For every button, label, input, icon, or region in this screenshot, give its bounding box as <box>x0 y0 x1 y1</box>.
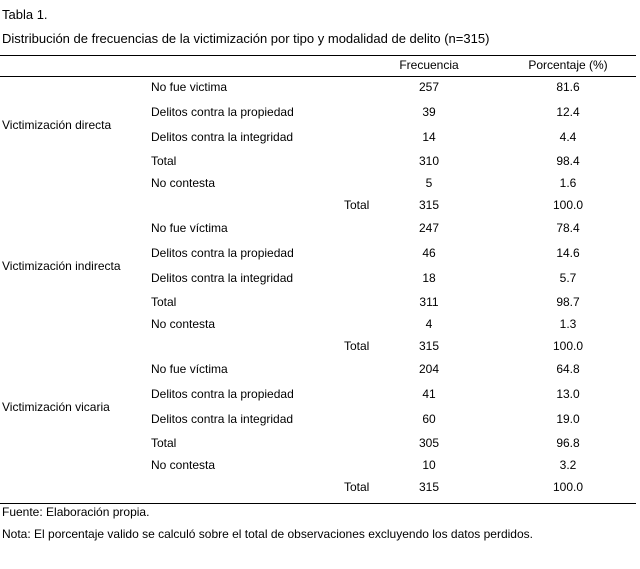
group-total-frecuencia: 315 <box>418 198 440 212</box>
row-porcentaje: 81.6 <box>556 80 580 94</box>
row-porcentaje: 64.8 <box>556 362 580 376</box>
row-frecuencia: 311 <box>419 295 439 309</box>
row-porcentaje: 14.6 <box>556 246 580 260</box>
row-label: Delitos contra la propiedad <box>151 387 294 401</box>
group-total-label: Total <box>344 198 370 212</box>
row-frecuencia: 39 <box>422 105 436 119</box>
row-porcentaje: 78.4 <box>556 221 580 235</box>
row-frecuencia: 60 <box>422 412 436 426</box>
group-total-porcentaje: 100.0 <box>552 339 584 353</box>
row-porcentaje: 4.4 <box>559 130 577 144</box>
table-label: Tabla 1. <box>2 7 48 22</box>
row-label: No contesta <box>151 176 216 190</box>
row-label: No contesta <box>151 458 216 472</box>
group-label: Victimización indirecta <box>2 259 121 273</box>
group-total-frecuencia: 315 <box>418 339 440 353</box>
group-total-label: Total <box>344 339 370 353</box>
row-frecuencia: 10 <box>422 458 436 472</box>
row-frecuencia: 14 <box>422 130 436 144</box>
row-frecuencia: 18 <box>422 271 436 285</box>
row-label: Delitos contra la propiedad <box>151 105 294 119</box>
row-frecuencia: 310 <box>418 154 440 168</box>
source-note: Fuente: Elaboración propia. <box>2 505 150 519</box>
row-porcentaje: 13.0 <box>556 387 580 401</box>
row-porcentaje: 19.0 <box>556 412 580 426</box>
row-label: Delitos contra la integridad <box>151 130 294 144</box>
group-label: Victimización vicaria <box>2 400 110 414</box>
row-label: Total <box>151 436 177 450</box>
row-frecuencia: 4 <box>425 317 433 331</box>
row-label: Delitos contra la propiedad <box>151 246 294 260</box>
row-frecuencia: 247 <box>418 221 440 235</box>
header-frecuencia: Frecuencia <box>399 58 459 72</box>
row-label: Total <box>151 295 177 309</box>
row-porcentaje: 1.3 <box>559 317 577 331</box>
group-total-porcentaje: 100.0 <box>552 480 584 494</box>
group-total-label: Total <box>344 480 370 494</box>
row-label: Total <box>151 154 177 168</box>
row-porcentaje: 5.7 <box>559 271 577 285</box>
row-porcentaje: 96.8 <box>556 436 580 450</box>
row-label: No fue víctima <box>151 362 228 376</box>
group-label: Victimización directa <box>2 118 112 132</box>
row-frecuencia: 41 <box>422 387 436 401</box>
row-porcentaje: 98.7 <box>556 295 580 309</box>
row-frecuencia: 305 <box>418 436 440 450</box>
row-label: No fue víctima <box>151 221 228 235</box>
row-porcentaje: 98.4 <box>556 154 580 168</box>
method-note: Nota: El porcentaje valido se calculó so… <box>2 527 533 541</box>
table-title: Distribución de frecuencias de la victim… <box>2 31 490 46</box>
header-rule <box>0 76 636 77</box>
row-label: No fue victima <box>151 80 228 94</box>
row-porcentaje: 1.6 <box>559 176 577 190</box>
row-frecuencia: 46 <box>422 246 436 260</box>
row-label: Delitos contra la integridad <box>151 412 294 426</box>
row-frecuencia: 204 <box>418 362 440 376</box>
bottom-rule <box>0 503 636 504</box>
row-porcentaje: 3.2 <box>559 458 577 472</box>
row-label: No contesta <box>151 317 216 331</box>
group-total-frecuencia: 315 <box>418 480 440 494</box>
row-frecuencia: 257 <box>418 80 440 94</box>
top-rule <box>0 55 636 56</box>
row-label: Delitos contra la integridad <box>151 271 294 285</box>
row-frecuencia: 5 <box>425 176 433 190</box>
group-total-porcentaje: 100.0 <box>552 198 584 212</box>
header-porcentaje: Porcentaje (%) <box>528 58 608 72</box>
row-porcentaje: 12.4 <box>556 105 580 119</box>
